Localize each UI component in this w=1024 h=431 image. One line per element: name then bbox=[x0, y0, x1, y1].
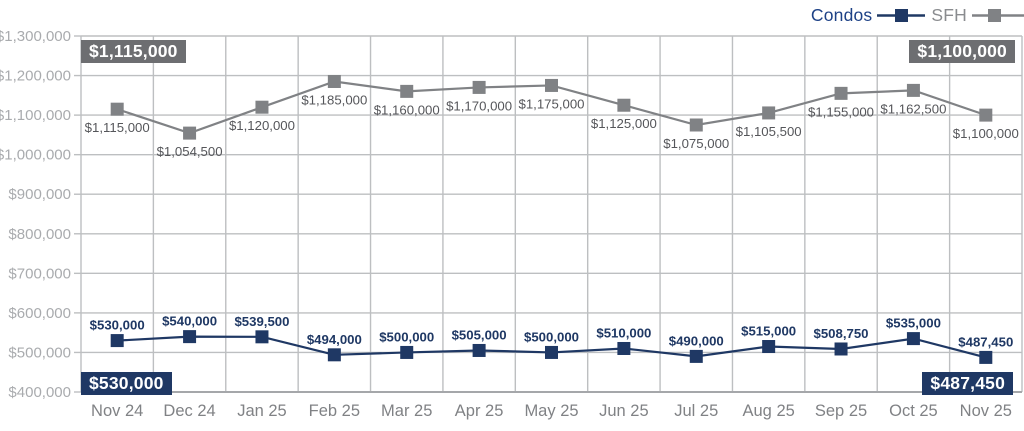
condos-point-label: $505,000 bbox=[452, 327, 507, 342]
y-tick-label: $1,100,000 bbox=[0, 107, 71, 124]
legend-item-condos: Condos bbox=[811, 5, 926, 26]
condos-point-label: $515,000 bbox=[741, 324, 796, 339]
sfh-line-marker-icon bbox=[972, 8, 1024, 22]
legend-item-sfh: SFH bbox=[925, 5, 1024, 26]
condos-point-marker bbox=[617, 341, 631, 355]
condos-point-marker bbox=[834, 342, 848, 356]
sfh-point-label: $1,155,000 bbox=[808, 104, 874, 119]
x-tick-label: Dec 24 bbox=[163, 402, 215, 420]
sfh-point-marker bbox=[762, 106, 776, 120]
sfh-point-marker bbox=[617, 98, 631, 112]
x-tick-label: Nov 25 bbox=[960, 402, 1012, 420]
condos-point-label: $530,000 bbox=[90, 318, 145, 333]
sfh-point-marker bbox=[906, 83, 920, 97]
sfh-point-label: $1,162,500 bbox=[880, 101, 946, 116]
sfh-point-marker bbox=[979, 108, 993, 122]
y-tick-label: $900,000 bbox=[8, 186, 71, 203]
condos-point-marker bbox=[255, 330, 269, 344]
legend-label-condos: Condos bbox=[810, 4, 873, 25]
sfh-point-label: $1,075,000 bbox=[663, 136, 729, 151]
condos-point-marker bbox=[110, 334, 124, 348]
sfh-point-marker bbox=[472, 80, 486, 94]
condos-point-label: $535,000 bbox=[886, 316, 941, 331]
condos-point-label: $494,000 bbox=[307, 332, 362, 347]
condos-point-label: $487,450 bbox=[958, 334, 1013, 349]
sfh-point-label: $1,170,000 bbox=[446, 98, 512, 113]
chart-legend: Condos SFH bbox=[811, 3, 1024, 27]
sfh-point-label: $1,100,000 bbox=[953, 126, 1019, 141]
sfh-point-marker bbox=[327, 74, 341, 88]
condos-point-label: $500,000 bbox=[524, 329, 579, 344]
sfh-point-label: $1,120,000 bbox=[229, 118, 295, 133]
x-axis: Nov 24 Dec 24 Jan 25 Feb 25 Mar 25 Apr 25 May … bbox=[91, 402, 1012, 420]
condos-point-label: $500,000 bbox=[379, 329, 434, 344]
condos-point-marker bbox=[472, 343, 486, 357]
sfh-point-label: $1,054,500 bbox=[157, 144, 223, 159]
condos-point-marker bbox=[906, 332, 920, 346]
x-tick-label: Mar 25 bbox=[381, 402, 432, 420]
callout-sfh-start: $1,115,000 bbox=[81, 40, 186, 63]
x-tick-label: Nov 24 bbox=[91, 402, 143, 420]
x-tick-label: Oct 25 bbox=[889, 402, 938, 420]
x-tick-label: Sep 25 bbox=[815, 402, 867, 420]
sfh-point-marker bbox=[400, 84, 414, 98]
x-tick-label: Apr 25 bbox=[455, 402, 504, 420]
x-tick-label: Feb 25 bbox=[309, 402, 360, 420]
sfh-point-marker bbox=[545, 78, 558, 92]
sfh-point-label: $1,115,000 bbox=[85, 120, 150, 135]
y-tick-label: $700,000 bbox=[8, 265, 71, 282]
series-sfh: $1,115,000 $1,054,500 $1,120,000 $1,185,000… bbox=[85, 74, 1019, 159]
condos-point-label: $510,000 bbox=[596, 325, 651, 340]
gridlines bbox=[80, 35, 1023, 393]
y-tick-label: $400,000 bbox=[8, 384, 71, 401]
condos-point-label: $508,750 bbox=[814, 326, 869, 341]
sfh-point-marker bbox=[110, 102, 124, 116]
sfh-point-label: $1,175,000 bbox=[518, 96, 584, 111]
condos-point-marker bbox=[545, 345, 558, 359]
sfh-point-label: $1,185,000 bbox=[301, 92, 367, 107]
y-tick-label: $1,000,000 bbox=[0, 147, 71, 164]
sfh-point-marker bbox=[834, 86, 848, 100]
x-tick-label: Aug 25 bbox=[743, 402, 795, 420]
legend-label-sfh: SFH bbox=[931, 4, 967, 25]
condos-point-marker bbox=[183, 330, 197, 344]
condos-point-label: $539,500 bbox=[234, 314, 289, 329]
sfh-point-label: $1,105,500 bbox=[736, 124, 802, 139]
y-tick-label: $1,200,000 bbox=[0, 68, 71, 85]
series-condos: $530,000 $540,000 $539,500 $494,000 $500,000… bbox=[90, 314, 1013, 364]
x-tick-label: Jul 25 bbox=[674, 402, 718, 420]
condos-point-label: $540,000 bbox=[162, 314, 217, 329]
sfh-point-marker bbox=[689, 118, 703, 132]
y-tick-label: $600,000 bbox=[8, 305, 71, 322]
callout-condos-start: $530,000 bbox=[81, 372, 172, 395]
y-axis: $1,300,000 $1,200,000 $1,100,000 $1,000,000… bbox=[0, 28, 81, 401]
y-tick-label: $1,300,000 bbox=[0, 28, 71, 45]
y-tick-label: $500,000 bbox=[8, 344, 71, 361]
condos-point-marker bbox=[979, 350, 993, 364]
condos-point-marker bbox=[400, 345, 414, 359]
sfh-point-label: $1,160,000 bbox=[374, 102, 440, 117]
callout-condos-end: $487,450 bbox=[922, 372, 1013, 395]
x-tick-label: Jun 25 bbox=[599, 402, 649, 420]
condos-line-marker-icon bbox=[877, 8, 926, 22]
condos-point-marker bbox=[762, 340, 776, 354]
sfh-point-marker bbox=[183, 126, 197, 140]
condos-point-marker bbox=[689, 349, 703, 363]
sfh-point-marker bbox=[255, 100, 269, 114]
condos-point-marker bbox=[327, 348, 341, 362]
y-tick-label: $800,000 bbox=[8, 226, 71, 243]
callout-sfh-end: $1,100,000 bbox=[909, 40, 1015, 63]
condos-point-label: $490,000 bbox=[669, 333, 724, 348]
x-tick-label: Jan 25 bbox=[237, 402, 287, 420]
sfh-point-label: $1,125,000 bbox=[591, 116, 657, 131]
x-tick-label: May 25 bbox=[524, 402, 578, 420]
